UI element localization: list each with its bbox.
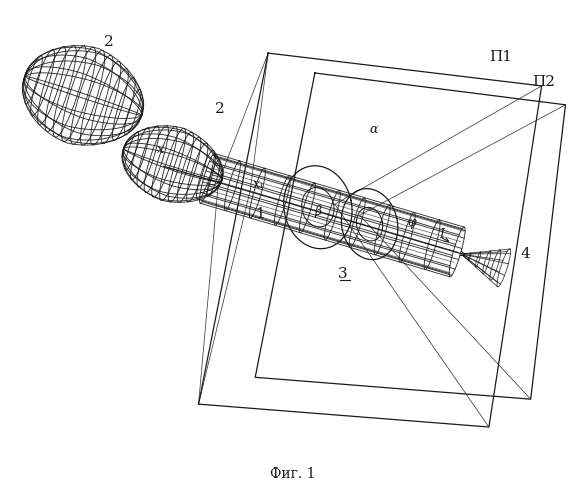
- Text: x: x: [157, 142, 164, 156]
- Text: β: β: [315, 205, 322, 218]
- Text: I: I: [439, 228, 444, 241]
- Text: П1: П1: [489, 50, 512, 64]
- Text: 1: 1: [255, 207, 265, 221]
- Text: 2: 2: [104, 35, 114, 49]
- Text: x₁: x₁: [253, 178, 265, 192]
- Text: φ: φ: [407, 216, 416, 229]
- Text: 3: 3: [338, 267, 348, 281]
- Text: П2: П2: [532, 75, 555, 89]
- Text: α: α: [370, 122, 378, 136]
- Text: Фиг. 1: Фиг. 1: [270, 466, 316, 480]
- Text: 2: 2: [215, 102, 225, 116]
- Text: 4: 4: [521, 247, 531, 261]
